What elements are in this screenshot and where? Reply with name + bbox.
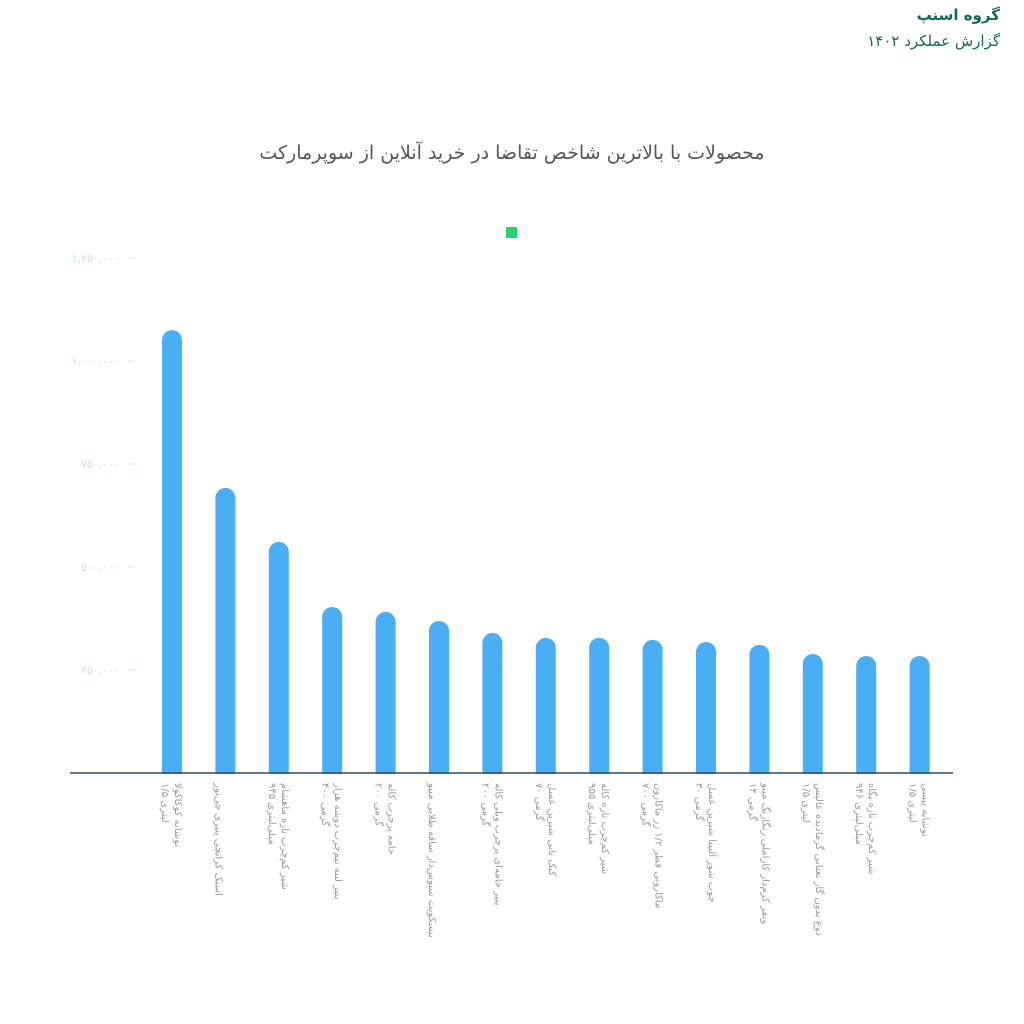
y-tick-label: ۷۵۰,۰۰۰ [81, 458, 120, 471]
bar-base-mask [70, 774, 953, 804]
x-tick-label: پنیر لبنه نیم‌چرب دوشه هراز ۴۰۰ گرمی [319, 783, 344, 900]
bar [749, 644, 770, 783]
x-tick-label: شیر کم‌چرب تازه ماهشام ۹۴۵ میلی‌لیتری [265, 783, 290, 890]
x-tick-label: ماکارونی قطر ۱/۲ زر ماکارون ۷۰۰ گرمی [639, 783, 664, 909]
x-tick-label: نوشابه پپسی ۱/۵ لیتری [906, 783, 931, 837]
y-tick-label: ۵۰۰,۰۰۰ [81, 561, 120, 574]
bar [375, 611, 396, 783]
x-tick-label: اسنک کرانچی پنیری چی‌توز [212, 783, 224, 896]
bar [802, 653, 823, 783]
x-tick-label: ویفر کرم‌دار کاراملی رنگارنگ مینو ۱۴ گرم… [746, 783, 771, 925]
bar [268, 541, 289, 783]
x-tick-label: کیک تابی شیرین عسل ۷۰ گرمی [532, 783, 557, 876]
x-tick-label: پنیر خامه‌ای پرچرب ویلی کاله ۲۰۰ گرمی [479, 783, 504, 906]
bar [696, 641, 716, 783]
bar [482, 632, 503, 783]
x-tick-label: بیسکویت سبوس‌دار ساقه طلایی مینو [426, 783, 437, 938]
bar [642, 639, 663, 783]
legend-swatch [506, 227, 517, 238]
y-tick-label: ۲۵۰,۰۰۰ [81, 664, 120, 677]
x-tick-label: شیر کم‌چرب تازه پگاه ۹۴۶ میلی‌لیتری [853, 783, 878, 875]
x-tick-label: خامه پرچرب کاله ۲۰۰ گرمی [372, 783, 397, 855]
x-tick-label: نوشابه کوکاکولا ۱/۵ لیتری [159, 783, 183, 848]
y-tick-label: ۱,۰۰۰,۰۰۰ [72, 355, 120, 368]
x-tick-label: چوب شور آلبینا شیرین عسل ۳۰ گرمی [693, 783, 717, 903]
bar [589, 637, 610, 783]
report-subtitle: گزارش عملکرد ۱۴۰۲ [867, 32, 1000, 50]
x-tick-label: دوغ بدون گاز نعنایی گرمادیده عالیس ۱/۵ ل… [799, 783, 824, 937]
bar [535, 637, 556, 783]
bar [162, 330, 182, 783]
bar [856, 655, 877, 783]
bar [909, 655, 930, 783]
chart-title: محصولات با بالاترین شاخص تقاضا در خرید آ… [259, 142, 765, 164]
x-tick-label: شیر کم‌چرب تازه کاله ۹۵۵ میلی‌لیتری [586, 783, 611, 875]
y-tick-label: ۱,۲۵۰,۰۰۰ [72, 252, 120, 265]
bar [322, 606, 343, 783]
brand-title: گروه اسنپ [916, 6, 1000, 24]
bar [429, 620, 449, 783]
bar [215, 487, 236, 783]
